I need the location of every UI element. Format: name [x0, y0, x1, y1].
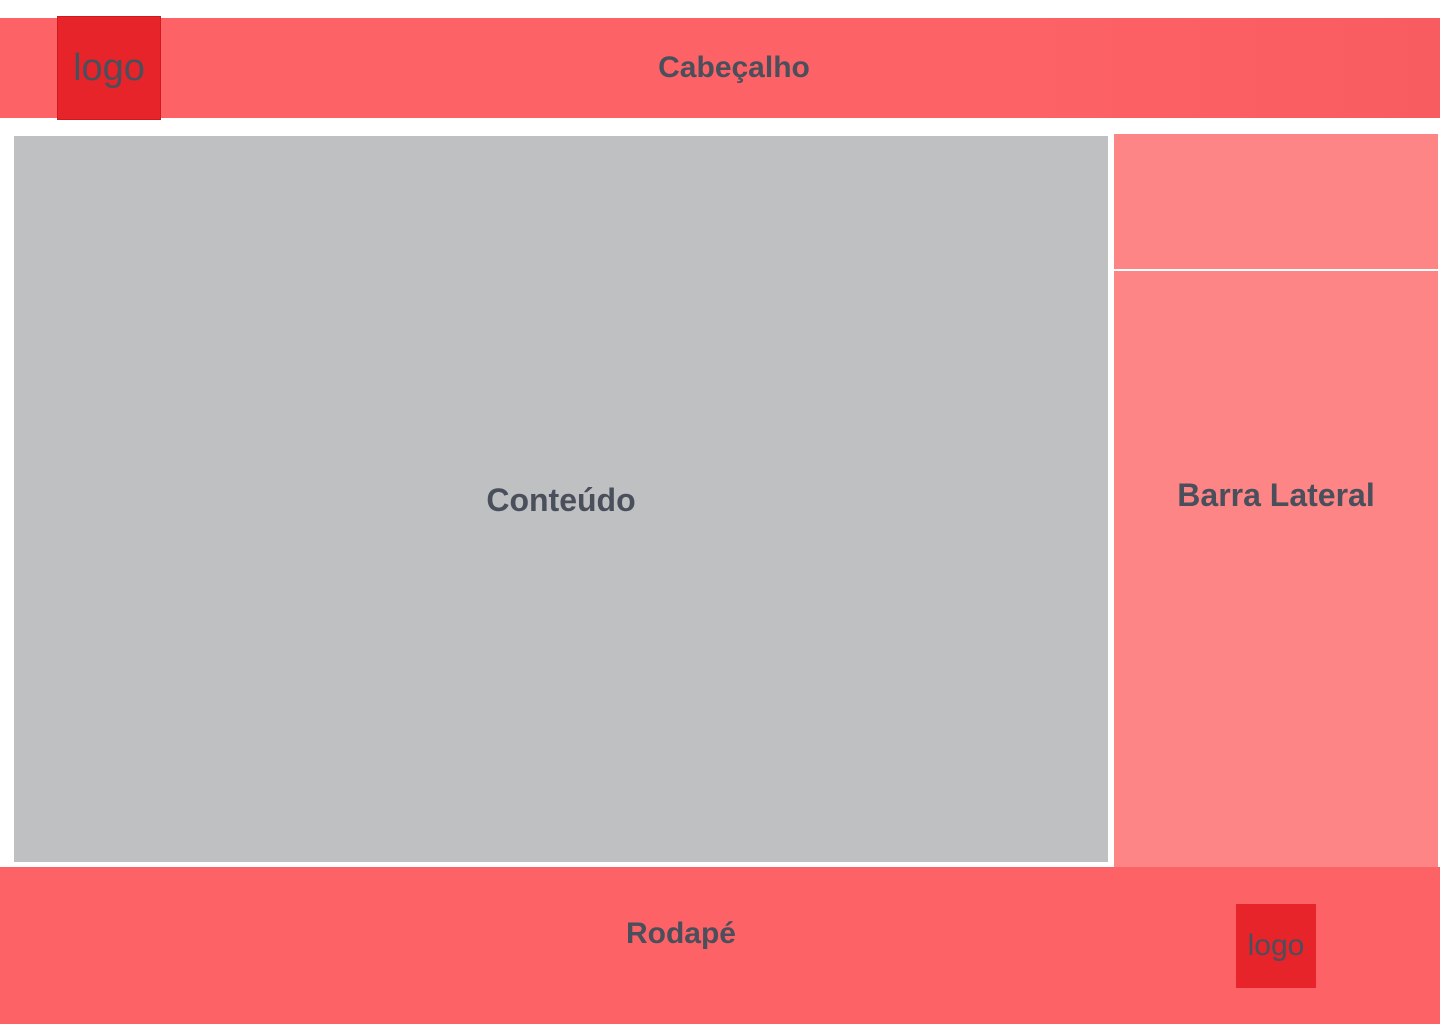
sidebar-title: Barra Lateral: [1177, 476, 1375, 513]
sidebar: Barra Lateral: [1114, 271, 1438, 867]
footer: Rodapé: [0, 867, 1440, 1024]
main-content: Conteúdo: [14, 136, 1108, 862]
footer-logo[interactable]: logo: [1236, 904, 1316, 988]
content-title: Conteúdo: [486, 481, 636, 518]
header-title: Cabeçalho: [658, 51, 810, 84]
header: Cabeçalho: [0, 18, 1440, 118]
sidebar-top-block: [1114, 134, 1438, 269]
footer-title: Rodapé: [625, 917, 736, 950]
header-logo[interactable]: logo: [57, 16, 161, 120]
